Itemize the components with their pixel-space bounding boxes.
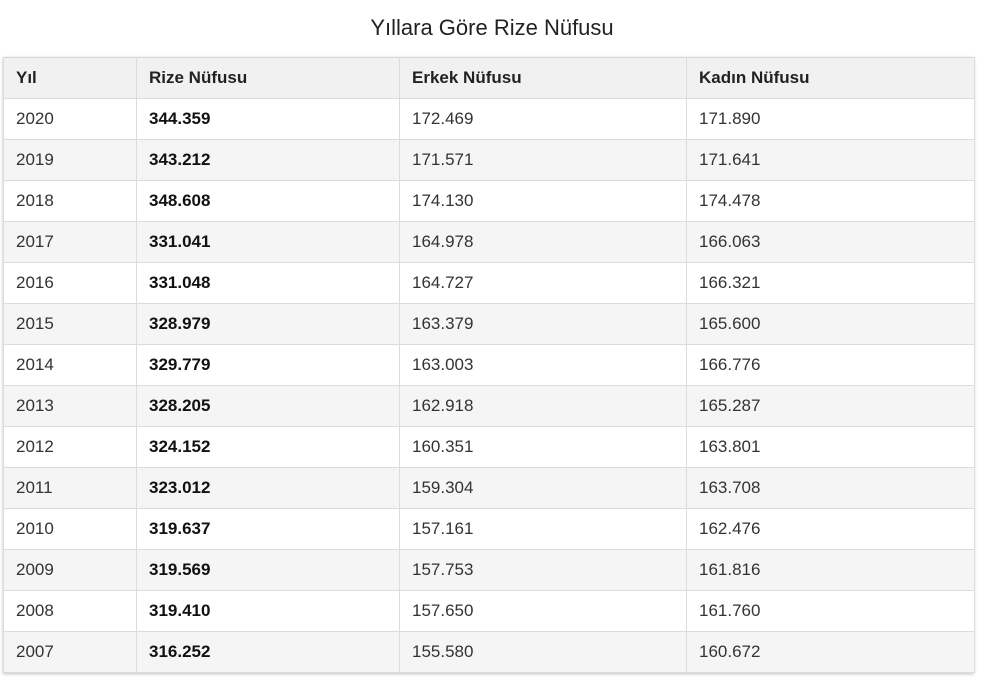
cell-female-population: 162.476 [686, 508, 975, 550]
population-table: Yıl Rize Nüfusu Erkek Nüfusu Kadın Nüfus… [3, 57, 975, 673]
cell-total-population: 319.637 [136, 508, 400, 550]
table-row: 2009 319.569 157.753 161.816 [3, 549, 975, 591]
cell-male-population: 163.003 [399, 344, 687, 386]
header-female-population: Kadın Nüfusu [686, 57, 975, 99]
cell-year: 2019 [3, 139, 137, 181]
cell-total-population: 319.410 [136, 590, 400, 632]
cell-female-population: 163.801 [686, 426, 975, 468]
cell-year: 2007 [3, 631, 137, 673]
cell-female-population: 166.776 [686, 344, 975, 386]
cell-female-population: 161.760 [686, 590, 975, 632]
cell-female-population: 165.287 [686, 385, 975, 427]
cell-total-population: 316.252 [136, 631, 400, 673]
cell-year: 2017 [3, 221, 137, 263]
cell-total-population: 343.212 [136, 139, 400, 181]
cell-male-population: 164.727 [399, 262, 687, 304]
table-row: 2010 319.637 157.161 162.476 [3, 508, 975, 550]
cell-male-population: 157.161 [399, 508, 687, 550]
table-row: 2012 324.152 160.351 163.801 [3, 426, 975, 468]
table-row: 2020 344.359 172.469 171.890 [3, 98, 975, 140]
cell-year: 2010 [3, 508, 137, 550]
cell-year: 2012 [3, 426, 137, 468]
table-row: 2018 348.608 174.130 174.478 [3, 180, 975, 222]
cell-total-population: 344.359 [136, 98, 400, 140]
header-total-population: Rize Nüfusu [136, 57, 400, 99]
cell-total-population: 324.152 [136, 426, 400, 468]
cell-male-population: 159.304 [399, 467, 687, 509]
cell-total-population: 348.608 [136, 180, 400, 222]
cell-total-population: 329.779 [136, 344, 400, 386]
cell-year: 2008 [3, 590, 137, 632]
cell-female-population: 171.890 [686, 98, 975, 140]
table-row: 2014 329.779 163.003 166.776 [3, 344, 975, 386]
table-row: 2011 323.012 159.304 163.708 [3, 467, 975, 509]
cell-female-population: 161.816 [686, 549, 975, 591]
table-row: 2019 343.212 171.571 171.641 [3, 139, 975, 181]
table-row: 2016 331.048 164.727 166.321 [3, 262, 975, 304]
cell-total-population: 319.569 [136, 549, 400, 591]
cell-year: 2009 [3, 549, 137, 591]
cell-male-population: 172.469 [399, 98, 687, 140]
cell-year: 2015 [3, 303, 137, 345]
cell-female-population: 163.708 [686, 467, 975, 509]
table-row: 2015 328.979 163.379 165.600 [3, 303, 975, 345]
table-row: 2008 319.410 157.650 161.760 [3, 590, 975, 632]
cell-male-population: 171.571 [399, 139, 687, 181]
cell-total-population: 323.012 [136, 467, 400, 509]
page-title: Yıllara Göre Rize Nüfusu [370, 15, 614, 40]
cell-male-population: 157.650 [399, 590, 687, 632]
cell-total-population: 328.205 [136, 385, 400, 427]
cell-total-population: 328.979 [136, 303, 400, 345]
cell-male-population: 160.351 [399, 426, 687, 468]
cell-male-population: 155.580 [399, 631, 687, 673]
cell-male-population: 164.978 [399, 221, 687, 263]
cell-total-population: 331.041 [136, 221, 400, 263]
header-year: Yıl [3, 57, 137, 99]
cell-year: 2018 [3, 180, 137, 222]
header-male-population: Erkek Nüfusu [399, 57, 687, 99]
cell-year: 2013 [3, 385, 137, 427]
cell-year: 2020 [3, 98, 137, 140]
population-table-container: Yıl Rize Nüfusu Erkek Nüfusu Kadın Nüfus… [3, 57, 975, 673]
cell-female-population: 171.641 [686, 139, 975, 181]
cell-female-population: 165.600 [686, 303, 975, 345]
cell-female-population: 174.478 [686, 180, 975, 222]
cell-female-population: 166.063 [686, 221, 975, 263]
cell-male-population: 163.379 [399, 303, 687, 345]
cell-female-population: 160.672 [686, 631, 975, 673]
table-row: 2007 316.252 155.580 160.672 [3, 631, 975, 673]
cell-male-population: 157.753 [399, 549, 687, 591]
table-row: 2013 328.205 162.918 165.287 [3, 385, 975, 427]
cell-male-population: 162.918 [399, 385, 687, 427]
cell-year: 2011 [3, 467, 137, 509]
table-body: 2020 344.359 172.469 171.890 2019 343.21… [3, 98, 975, 673]
cell-year: 2014 [3, 344, 137, 386]
table-header: Yıl Rize Nüfusu Erkek Nüfusu Kadın Nüfus… [3, 57, 975, 99]
cell-female-population: 166.321 [686, 262, 975, 304]
header-row: Yıl Rize Nüfusu Erkek Nüfusu Kadın Nüfus… [3, 57, 975, 99]
cell-year: 2016 [3, 262, 137, 304]
table-row: 2017 331.041 164.978 166.063 [3, 221, 975, 263]
cell-total-population: 331.048 [136, 262, 400, 304]
cell-male-population: 174.130 [399, 180, 687, 222]
